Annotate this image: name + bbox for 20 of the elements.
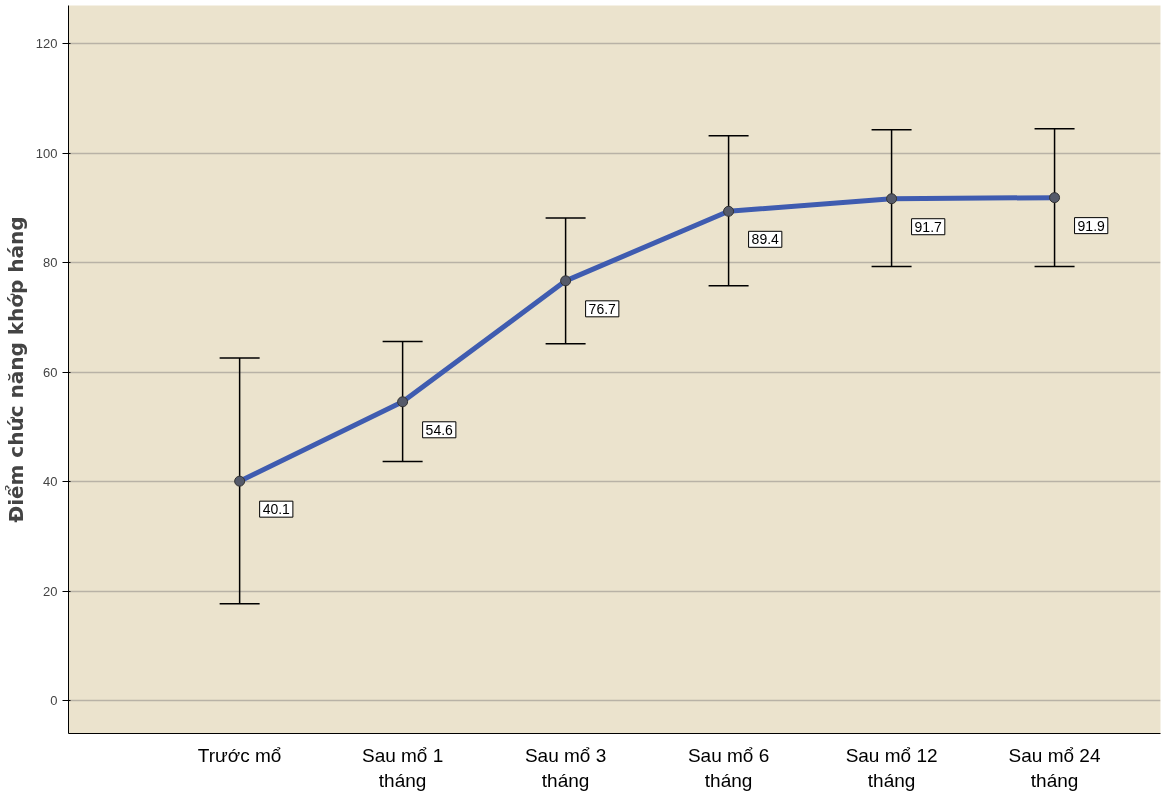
x-tick-label: Trước mổ xyxy=(197,744,282,766)
data-label: 89.4 xyxy=(751,231,780,248)
x-tick-label: Sau mổ 24 tháng xyxy=(1008,744,1101,791)
y-tick-label: 80 xyxy=(43,255,58,271)
y-tick-label: 120 xyxy=(35,36,58,52)
y-axis-title: Điểm chức năng khớp háng xyxy=(3,216,28,523)
y-tick-label: 40 xyxy=(43,474,58,490)
x-tick-label: Sau mổ 12 tháng xyxy=(845,744,938,791)
x-tick-label: Sau mổ 3 tháng xyxy=(524,744,607,791)
x-tick-label: Sau mổ 6 tháng xyxy=(687,744,770,791)
data-label: 91.7 xyxy=(914,218,943,235)
y-tick-label: 100 xyxy=(35,145,58,161)
data-label: 76.7 xyxy=(588,300,617,317)
data-label: 40.1 xyxy=(262,501,291,518)
y-tick-label: 0 xyxy=(50,693,58,709)
y-tick-label: 20 xyxy=(43,583,58,599)
y-tick-label: 60 xyxy=(43,364,58,380)
x-tick-label: Sau mổ 1 tháng xyxy=(361,744,444,791)
data-label: 91.9 xyxy=(1077,217,1106,234)
data-label: 54.6 xyxy=(425,421,454,438)
